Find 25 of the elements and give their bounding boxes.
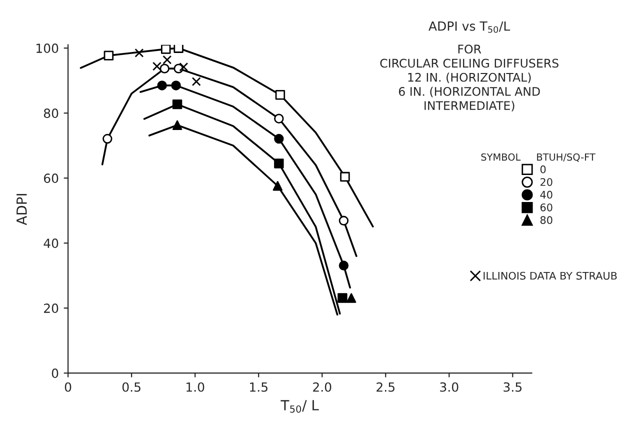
text: FOR CIRCULAR CEILING DIFFUSERS 12 IN. (HORIZONTAL) 6 IN. (HORIZONTAL AND INTERMEDIATE)	[380, 44, 558, 112]
x-axis-title: T$_{50}$/ L	[280, 400, 319, 413]
x-tick-label: 0.5	[122, 382, 140, 392]
x-tick-label: 1.5	[250, 382, 268, 392]
legend-label: 20	[540, 178, 552, 186]
legend-label: 80	[540, 216, 552, 224]
x-tick-label: 0	[64, 382, 72, 392]
y-tick-label: 60	[44, 174, 58, 184]
x-tick-label: 3.5	[504, 382, 522, 392]
legend-label: 60	[540, 203, 552, 212]
y-tick-label: 100	[36, 44, 58, 54]
legend-label: 0	[540, 165, 546, 174]
x-tick-label: 2.0	[313, 382, 332, 392]
y-tick-label: 0	[52, 368, 58, 378]
x-tick-label: 3.0	[440, 382, 458, 392]
y-tick-label: 20	[44, 304, 58, 314]
chart-title: ADPI vs T$_{50}$/L	[428, 22, 510, 33]
legend-label: 40	[540, 190, 552, 199]
legend-title: SYMBOL BTUH/SQ-FT	[481, 153, 596, 162]
legend-label: ILLINOIS DATA BY STRAUB	[484, 272, 617, 280]
x-tick-label: 2.5	[376, 382, 394, 392]
x-tick-label: 1.0	[186, 382, 204, 392]
y-tick-label: 80	[44, 108, 58, 118]
y-axis-title: ADPI	[16, 194, 27, 226]
y-tick-label: 40	[44, 238, 58, 248]
